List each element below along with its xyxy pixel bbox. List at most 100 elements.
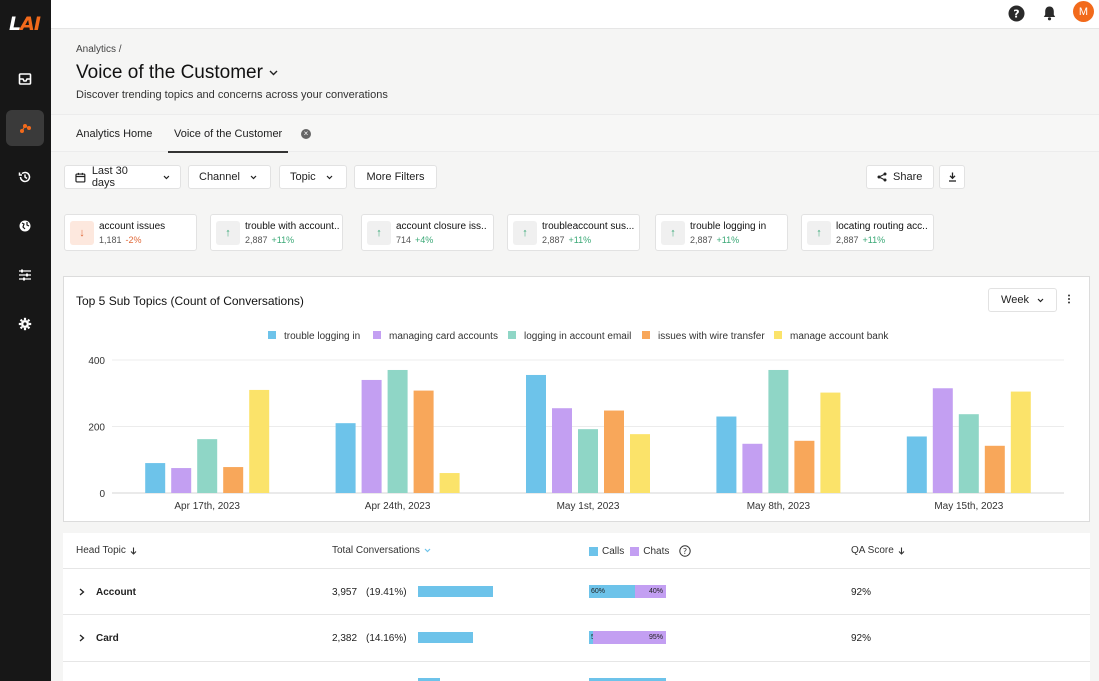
bell-icon [1043, 6, 1055, 21]
globe-icon [19, 220, 31, 232]
topic-meta: 2,887 +11% [836, 235, 885, 245]
total-bar [418, 586, 493, 597]
chevron-down-icon [250, 175, 257, 179]
topic-count: 2,887 [542, 235, 565, 245]
head-topic-name: Card [96, 633, 119, 644]
topic-name: trouble with account.. [245, 221, 340, 232]
arrow-up-icon: ↑ [367, 221, 391, 245]
topic-count: 2,887 [690, 235, 713, 245]
table-row[interactable]: Card 2,382 (14.16%) 5%95% 92% [63, 614, 1090, 660]
arrow-up-icon: ↑ [661, 221, 685, 245]
head-topic-name: Account [96, 587, 136, 598]
download-button[interactable] [939, 165, 965, 189]
nav-globe[interactable] [6, 208, 44, 244]
topic-meta: 2,887 +11% [245, 235, 294, 245]
share-icon [877, 172, 887, 182]
nav-history[interactable] [6, 159, 44, 195]
chevron-down-icon [269, 70, 278, 76]
chevron-right-icon[interactable] [79, 588, 85, 596]
topic-name: locating routing acc.. [836, 221, 928, 232]
chats-label: Chats [643, 545, 670, 557]
arrow-down-icon [130, 547, 137, 555]
legend-label: managing card accounts [389, 331, 498, 342]
help-icon: ? [1008, 5, 1024, 21]
arrow-down-icon: ↓ [70, 221, 94, 245]
tab-voice-of-the-customer[interactable]: Voice of the Customer [168, 115, 289, 153]
table-row[interactable]: Account 3,957 (19.41%) 60% 40% 92% [63, 568, 1090, 614]
bar [526, 374, 546, 493]
period-select[interactable]: Week [988, 288, 1057, 312]
channel-filter[interactable]: Channel [188, 165, 271, 189]
bar [820, 392, 841, 493]
bar [197, 439, 218, 493]
y-tick-label: 0 [99, 489, 105, 500]
topic-meta: 2,887 +11% [542, 235, 591, 245]
bar [249, 389, 270, 493]
nav-inbox[interactable] [6, 61, 44, 97]
topic-count: 2,887 [245, 235, 268, 245]
legend-swatch [508, 331, 516, 339]
share-label: Share [893, 171, 923, 183]
bar [335, 423, 356, 493]
help-button[interactable]: ? [1006, 3, 1026, 23]
arrow-down-icon [898, 547, 905, 555]
y-tick-label: 200 [88, 423, 105, 434]
page-subtitle: Discover trending topics and concerns ac… [76, 89, 388, 101]
x-tick-label: May 15th, 2023 [934, 501, 1003, 512]
topic-card[interactable]: ↑ locating routing acc.. 2,887 +11% [801, 214, 934, 251]
avatar[interactable]: M [1073, 1, 1094, 22]
bar [932, 388, 953, 493]
chevron-right-icon[interactable] [79, 634, 85, 642]
topic-card[interactable]: ↓ account issues 1,181 -2% [64, 214, 197, 251]
breadcrumb[interactable]: Analytics / [76, 44, 122, 55]
date-range-filter[interactable]: Last 30 days [64, 165, 181, 189]
x-tick-label: Apr 24th, 2023 [365, 501, 431, 512]
topic-card[interactable]: ↑ trouble logging in 2,887 +11% [655, 214, 788, 251]
bar [768, 369, 789, 493]
nav-gear[interactable] [6, 306, 44, 342]
chats-legend-swatch [630, 546, 640, 556]
arrow-up-icon: ↑ [513, 221, 537, 245]
chats-segment: 95% [593, 631, 666, 644]
total-bar [418, 678, 440, 681]
more-filters-button[interactable]: More Filters [354, 165, 437, 189]
calls-segment: 60% [589, 585, 635, 598]
column-header-qa-score[interactable]: QA Score [851, 545, 905, 556]
channel-filter-label: Channel [199, 171, 240, 183]
tab-close-icon[interactable]: × [301, 129, 311, 139]
topic-count: 2,887 [836, 235, 859, 245]
chevron-down-icon [326, 175, 333, 179]
topic-name: account closure iss.. [396, 221, 487, 232]
topic-filter[interactable]: Topic [279, 165, 347, 189]
topic-card[interactable]: ↑ troubleaccount sus... 2,887 +11% [507, 214, 640, 251]
topic-change: -2% [125, 235, 142, 245]
date-range-label: Last 30 days [91, 165, 128, 189]
calls-chats-split: 60% 40% [589, 585, 666, 598]
legend-label: logging in account email [524, 331, 631, 342]
legend-swatch [642, 331, 650, 339]
sliders-icon [19, 269, 31, 281]
topic-name: account issues [99, 221, 166, 232]
nav-settings-sliders[interactable] [6, 257, 44, 293]
topic-name: trouble logging in [690, 221, 767, 232]
topic-change: +11% [716, 235, 740, 245]
tabs-bar [51, 114, 1099, 152]
topic-filter-label: Topic [290, 171, 316, 183]
column-header-head-topic[interactable]: Head Topic [76, 545, 137, 556]
share-button[interactable]: Share [866, 165, 934, 189]
notifications-button[interactable] [1039, 3, 1059, 23]
tab-analytics-home[interactable]: Analytics Home [76, 128, 153, 140]
chevron-down-icon [163, 175, 170, 179]
topic-card[interactable]: ↑ trouble with account.. 2,887 +11% [210, 214, 343, 251]
page-title[interactable]: Voice of the Customer [76, 62, 278, 84]
bar [742, 443, 763, 493]
chart-menu-button[interactable] [1067, 293, 1071, 307]
bar [604, 410, 624, 493]
bar [171, 468, 192, 493]
help-icon[interactable]: ? [679, 545, 692, 557]
sidebar: LAI [0, 0, 51, 681]
topic-card[interactable]: ↑ account closure iss.. 714 +4% [361, 214, 494, 251]
column-header-total-conversations[interactable]: Total Conversations [332, 545, 431, 556]
topic-change: +11% [271, 235, 295, 245]
nav-analytics[interactable] [6, 110, 44, 146]
